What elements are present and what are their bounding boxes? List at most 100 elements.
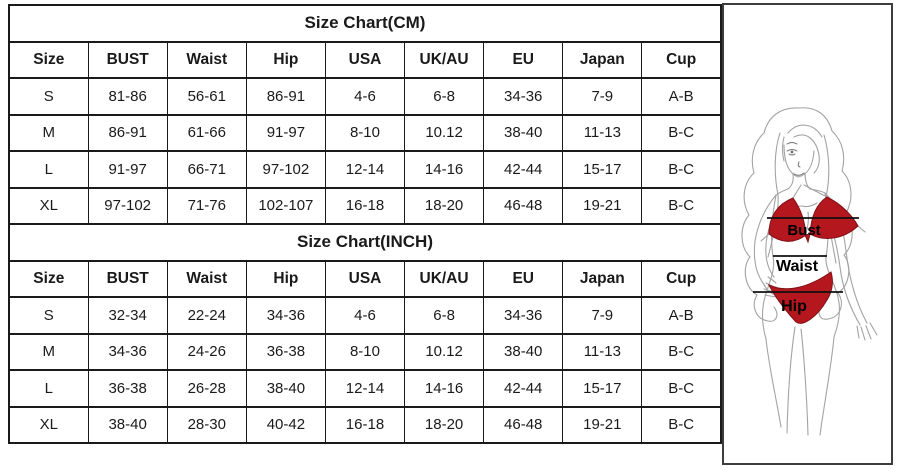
table-cell: 91-97 [245,113,326,152]
table-cell: B-C [641,332,722,371]
table-title: Size Chart(CM) [8,4,722,43]
column-header: UK/AU [404,259,485,298]
table-cell: S [8,296,89,335]
size-chart-table-cm: Size Chart(CM) Size BUST Waist Hip USA UK/AU EU… [8,4,722,225]
column-header: Waist [166,40,247,79]
table-cell: 24-26 [166,332,247,371]
table-cell: 71-76 [166,186,247,225]
table-row: L 91-97 66-71 97-102 12-14 14-16 42-44 15-17 B-C [8,150,722,189]
table-cell: 42-44 [483,369,564,408]
table-row: XL 38-40 28-30 40-42 16-18 18-20 46-48 19-21 B-C [8,405,722,444]
table-cell: 6-8 [404,296,485,335]
table-cell: 8-10 [324,332,406,371]
table-cell: 40-42 [245,405,326,444]
table-cell: 38-40 [245,369,326,408]
table-cell: 34-36 [87,332,168,371]
table-cell: 46-48 [483,186,564,225]
column-header: Hip [245,259,326,298]
header-row: Size BUST Waist Hip USA UK/AU EU Japan Cup [8,259,722,298]
table-cell: 14-16 [404,369,485,408]
table-cell: XL [8,405,89,444]
table-cell: 32-34 [87,296,168,335]
column-header: USA [324,259,406,298]
table-cell: 102-107 [245,186,326,225]
column-header: Hip [245,40,326,79]
table-cell: 81-86 [87,77,168,116]
table-cell: 12-14 [324,150,406,189]
table-cell: 66-71 [166,150,247,189]
table-cell: B-C [641,405,722,444]
table-row: S 81-86 56-61 86-91 4-6 6-8 34-36 7-9 A-B [8,77,722,116]
table-cell: A-B [641,296,722,335]
column-header: EU [483,40,564,79]
table-cell: 4-6 [324,296,406,335]
column-header: Japan [562,40,643,79]
table-cell: 97-102 [87,186,168,225]
table-cell: 18-20 [404,186,485,225]
table-row: M 34-36 24-26 36-38 8-10 10.12 38-40 11-13 B-C [8,332,722,371]
column-header: EU [483,259,564,298]
table-cell: 97-102 [245,150,326,189]
table-cell: 8-10 [324,113,406,152]
column-header: Waist [166,259,247,298]
column-header: BUST [87,40,168,79]
waist-label: Waist [775,258,819,275]
table-cell: 12-14 [324,369,406,408]
table-cell: 18-20 [404,405,485,444]
table-row: S 32-34 22-24 34-36 4-6 6-8 34-36 7-9 A-B [8,296,722,335]
column-header: Cup [641,40,722,79]
table-cell: 86-91 [87,113,168,152]
table-cell: L [8,369,89,408]
table-row: XL 97-102 71-76 102-107 16-18 18-20 46-48 19-21… [8,186,722,225]
table-cell: 16-18 [324,186,406,225]
table-cell: 28-30 [166,405,247,444]
table-cell: 7-9 [562,296,643,335]
table-cell: 91-97 [87,150,168,189]
table-title: Size Chart(INCH) [8,223,722,262]
table-cell: 14-16 [404,150,485,189]
table-cell: B-C [641,186,722,225]
column-header: Size [8,259,89,298]
column-header: Japan [562,259,643,298]
table-cell: 7-9 [562,77,643,116]
size-tables: Size Chart(CM) Size BUST Waist Hip USA UK/AU EU… [8,4,722,444]
bust-label: Bust [787,222,821,239]
table-cell: A-B [641,77,722,116]
body-measurement-illustration [741,107,878,436]
table-cell: 56-61 [166,77,247,116]
column-header: Cup [641,259,722,298]
table-cell: 16-18 [324,405,406,444]
table-cell: 38-40 [483,113,564,152]
table-cell: B-C [641,113,722,152]
hip-label: Hip [781,298,807,315]
table-cell: 46-48 [483,405,564,444]
header-row: Size BUST Waist Hip USA UK/AU EU Japan Cup [8,40,722,79]
table-cell: 10.12 [404,113,485,152]
size-chart-table-inch: Size Chart(INCH) Size BUST Waist Hip USA UK/AU… [8,223,722,444]
table-cell: M [8,113,89,152]
table-cell: 36-38 [245,332,326,371]
table-cell: 42-44 [483,150,564,189]
table-cell: 38-40 [87,405,168,444]
table-row: M 86-91 61-66 91-97 8-10 10.12 38-40 11-13 B-C [8,113,722,152]
table-cell: 26-28 [166,369,247,408]
table-cell: 34-36 [483,77,564,116]
table-cell: 61-66 [166,113,247,152]
table-cell: 22-24 [166,296,247,335]
table-cell: 34-36 [483,296,564,335]
table-cell: 6-8 [404,77,485,116]
measurement-figure-box: Bust Waist Hip [722,3,893,465]
table-cell: 38-40 [483,332,564,371]
table-cell: L [8,150,89,189]
column-header: Size [8,40,89,79]
table-cell: 34-36 [245,296,326,335]
table-cell: 10.12 [404,332,485,371]
table-cell: 11-13 [562,332,643,371]
table-cell: 86-91 [245,77,326,116]
table-cell: 15-17 [562,369,643,408]
column-header: USA [324,40,406,79]
column-header: BUST [87,259,168,298]
table-cell: 36-38 [87,369,168,408]
table-cell: S [8,77,89,116]
